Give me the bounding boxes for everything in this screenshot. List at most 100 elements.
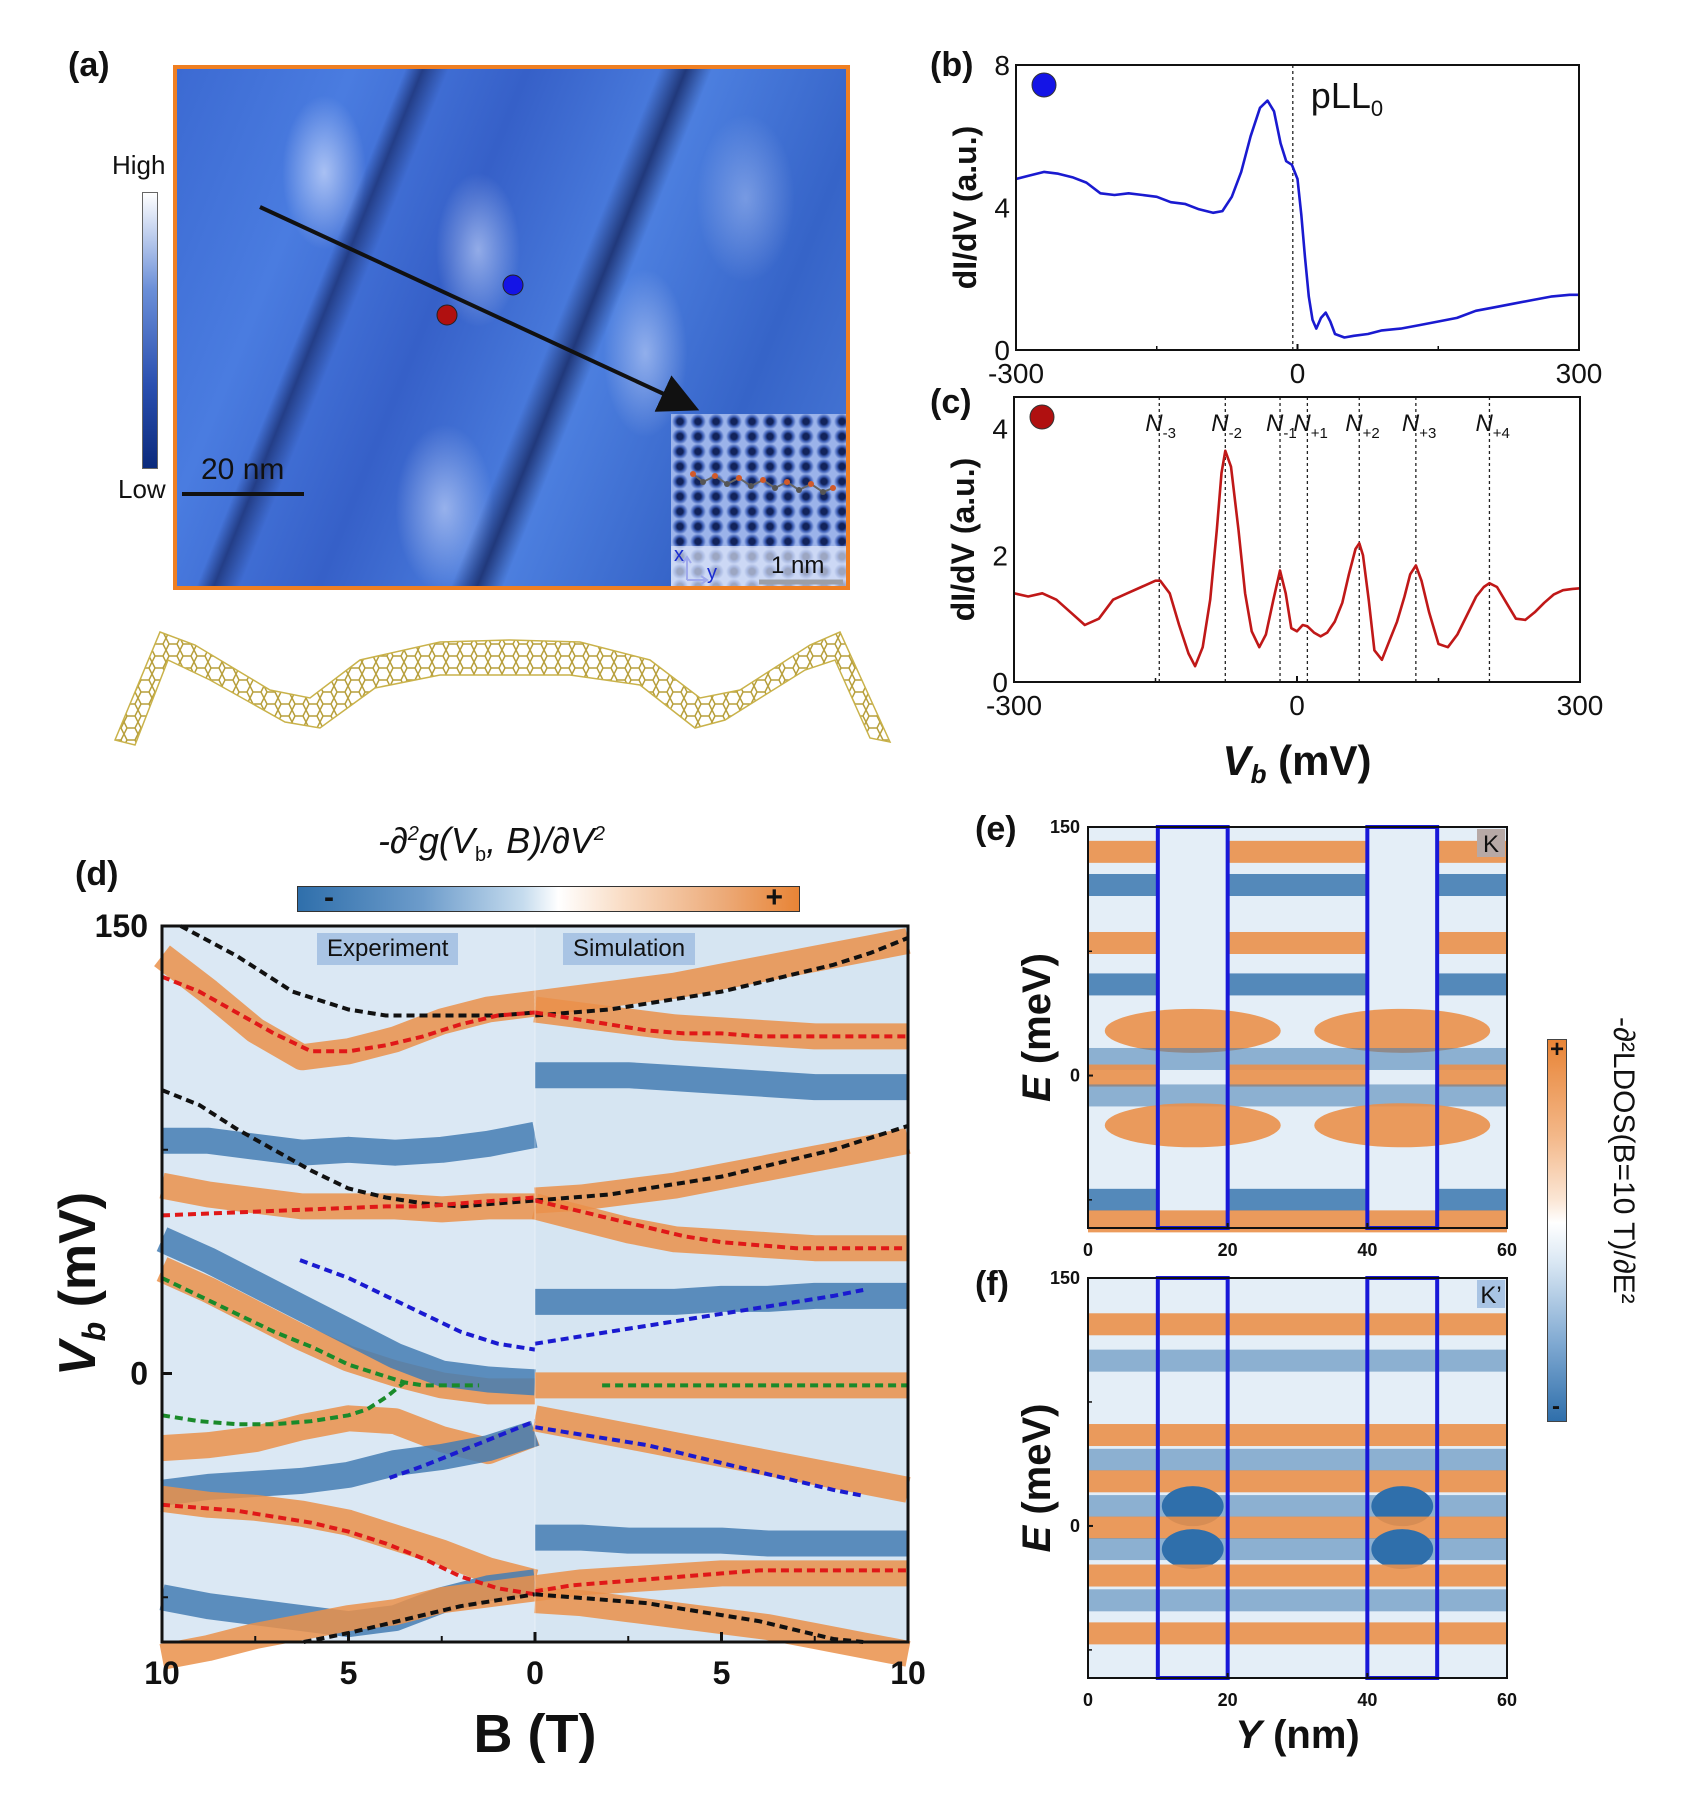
y-tick-label: 2 (992, 540, 1008, 571)
band-3 (1088, 1448, 1507, 1471)
ldos-colorbar: + - (1547, 1036, 1567, 1422)
y-axis-label: dI/dV (a.u.) (945, 458, 981, 622)
y-tick-label: 150 (1050, 1268, 1080, 1288)
band-seg-2-1 (1227, 931, 1368, 954)
simulation-band-8 (535, 1524, 908, 1557)
ll-label--1: N-1 (1266, 410, 1297, 442)
band-10 (1088, 1622, 1507, 1645)
experiment-band-9 (159, 1575, 537, 1670)
x-tick-label: 0 (1289, 690, 1305, 721)
band-seg-3-1 (1227, 973, 1368, 996)
y-axis-label: E (meV) (1015, 953, 1059, 1102)
x-tick-label: 0 (526, 1655, 544, 1691)
band-10 (1088, 1210, 1507, 1233)
y-axis-label: Vb (mV) (49, 1192, 112, 1376)
stm-topography-image: 20 nm x y 1 nm (173, 65, 850, 590)
fit-curve-left-3 (161, 1195, 536, 1218)
fit-curve-right-16 (534, 1425, 864, 1498)
band-seg-0-0 (1088, 840, 1158, 863)
point-marker (1029, 404, 1055, 430)
y-tick-label: 4 (994, 193, 1010, 224)
linecut-arrow (259, 205, 700, 412)
x-tick-label: 0 (1290, 358, 1306, 389)
valley-tag: K (1483, 831, 1499, 858)
simulation-tag: Simulation (563, 933, 696, 965)
simulation-band-5 (535, 1282, 908, 1315)
x-tick-label: 10 (890, 1655, 926, 1691)
experiment-band-4 (156, 1227, 536, 1396)
valley-tag-bg (1477, 829, 1505, 857)
ll-label-+2: N+2 (1345, 410, 1379, 442)
panel-d-label: (d) (75, 855, 119, 893)
experiment-tag: Experiment (317, 933, 459, 965)
fit-curve-left-0 (179, 924, 536, 1018)
blob-7-1 (1371, 1529, 1434, 1570)
band-seg-9-1 (1227, 1188, 1368, 1211)
fit-curve-left-6 (161, 1380, 406, 1427)
blob-7-0 (1161, 1529, 1224, 1570)
band-lens-4-0 (1104, 1008, 1281, 1053)
x-tick-label: 5 (713, 1655, 731, 1691)
x-tick-label: 60 (1497, 1240, 1517, 1260)
series-line-0 (1013, 449, 1581, 668)
colorbar-plus-label: + (765, 881, 783, 914)
fit-curve-right-17 (534, 1568, 908, 1594)
simulation-band-9 (533, 1560, 908, 1602)
x-axis-label: Y (nm) (1235, 1713, 1359, 1757)
simulation-band-2 (535, 1062, 908, 1101)
band-seg-3-0 (1088, 973, 1158, 996)
x-axis-label: B (T) (474, 1704, 597, 1764)
atomic-resolution-inset: x y 1 nm (671, 414, 846, 586)
graphene-ribbon-model (113, 631, 892, 746)
height-colorbar-high-label: High (112, 150, 166, 180)
inset-axis-y-label: y (707, 562, 717, 584)
simulation-band-7 (532, 1405, 911, 1503)
fit-curve-right-14 (534, 1288, 864, 1346)
fit-curve-right-11 (534, 1010, 908, 1039)
band-lens-8-0 (1104, 1103, 1281, 1148)
ldos-colorbar-title: -∂²LDOS(B=10 T)/∂E² (1607, 1017, 1640, 1304)
x-tick-label: 40 (1357, 1690, 1377, 1710)
ll-label-+4: N+4 (1475, 410, 1509, 442)
experiment-band-2 (162, 1122, 538, 1166)
band-9 (1088, 1589, 1507, 1612)
fit-curve-left-2 (161, 1088, 536, 1209)
blue-point-marker (502, 274, 524, 296)
panel-a-label: (a) (68, 46, 110, 84)
height-colorbar-low-label: Low (118, 474, 166, 504)
y-tick-label: 150 (95, 908, 148, 944)
band-8 (1088, 1564, 1507, 1587)
x-tick-label: 5 (340, 1655, 358, 1691)
fit-curve-left-4 (299, 1258, 536, 1352)
band-5 (1088, 1047, 1507, 1070)
x-tick-label: 20 (1218, 1240, 1238, 1260)
band-7 (1088, 1538, 1507, 1561)
y-tick-label: 0 (992, 667, 1008, 698)
series-line-0 (1015, 99, 1579, 339)
panel-c-label: (c) (930, 383, 972, 421)
stm-overlay (182, 205, 700, 496)
blob-5-0 (1161, 1486, 1224, 1527)
band-seg-9-2 (1437, 1188, 1507, 1211)
plot-frame (1087, 1277, 1508, 1679)
fit-curve-right-12 (534, 1123, 909, 1203)
band-lens-8-1 (1314, 1103, 1491, 1148)
chart-e: K 0 20 40 60 150 0 E (meV) (1015, 817, 1517, 1260)
fit-curve-right-13 (534, 1198, 908, 1251)
x-axis-label: Vb (mV) (1223, 737, 1372, 789)
valley-tag-bg (1477, 1280, 1505, 1308)
ll-label--2: N-2 (1211, 410, 1242, 442)
y-tick-label: 4 (992, 414, 1008, 445)
panel-f-label: (f) (975, 1265, 1009, 1303)
ll-label-+1: N+1 (1293, 410, 1327, 442)
red-point-marker (436, 304, 458, 326)
y-tick-label: 0 (994, 335, 1010, 366)
blob-5-1 (1371, 1486, 1434, 1527)
chart-d: 10 5 0 5 10 150 0 B (T) Vb (mV) (49, 908, 926, 1764)
point-marker (1031, 72, 1057, 98)
ll-label--3: N-3 (1145, 410, 1176, 442)
band-seg-2-2 (1437, 931, 1507, 954)
x-tick-label: 20 (1218, 1690, 1238, 1710)
band-seg-3-2 (1437, 973, 1507, 996)
